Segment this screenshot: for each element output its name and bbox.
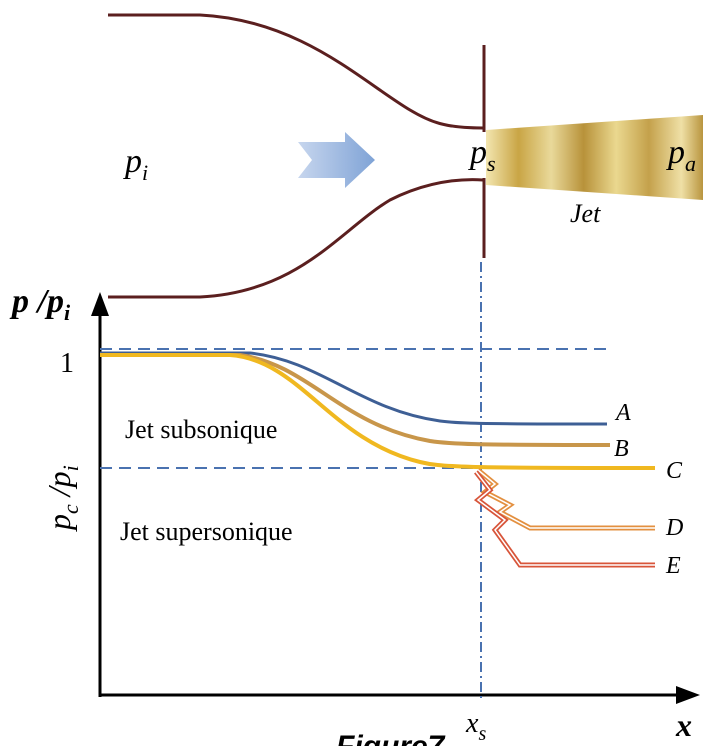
- one-tick: 1: [60, 348, 74, 379]
- jet-label: Jet: [570, 199, 601, 228]
- label-base: p: [123, 143, 142, 180]
- label-base: p: [666, 134, 685, 171]
- label-base: p: [41, 514, 77, 532]
- y-arrow: [91, 292, 109, 316]
- curve-label: B: [614, 436, 629, 462]
- label-sub: i: [64, 300, 71, 325]
- supersonic-label: Jet supersonique: [120, 517, 293, 546]
- label-base: p: [468, 134, 487, 171]
- axes: [100, 312, 682, 697]
- xs-label: xs: [465, 708, 486, 745]
- label-sub: a: [685, 151, 696, 176]
- x-axis-label: x: [675, 707, 692, 743]
- critical-label: pc /pi: [41, 465, 83, 532]
- label-base: x: [465, 708, 479, 739]
- label-base: p: [44, 283, 64, 320]
- nozzle: [108, 15, 484, 297]
- curve-label: D: [665, 515, 683, 541]
- y-axis-label: p /pi: [9, 283, 71, 325]
- curve-label: A: [614, 400, 631, 426]
- curve-label: C: [666, 458, 683, 484]
- label-sub: c: [58, 504, 83, 514]
- curve-labels: A B C D E: [614, 400, 683, 579]
- curve-label: E: [665, 553, 681, 579]
- label-sub: i: [58, 465, 83, 471]
- label-base: p: [41, 471, 77, 489]
- diagram: pi ps pa Jet A B C D E p /pi 1 pc /pi Je…: [0, 0, 703, 746]
- inlet-pressure: pi: [123, 143, 148, 185]
- upper-wall: [108, 15, 483, 128]
- x-arrow: [676, 686, 700, 704]
- label-sub: s: [478, 723, 486, 745]
- label-sub: s: [487, 151, 496, 176]
- label-sub: i: [142, 160, 148, 185]
- guides: [100, 262, 612, 700]
- curve-c: [100, 355, 655, 468]
- subsonic-label: Jet subsonique: [125, 415, 277, 444]
- flow-arrow: [298, 132, 375, 188]
- caption: Figure7: [336, 730, 446, 746]
- lower-wall: [108, 180, 483, 297]
- label-base: p: [9, 283, 29, 320]
- curve-e-core: [476, 472, 655, 565]
